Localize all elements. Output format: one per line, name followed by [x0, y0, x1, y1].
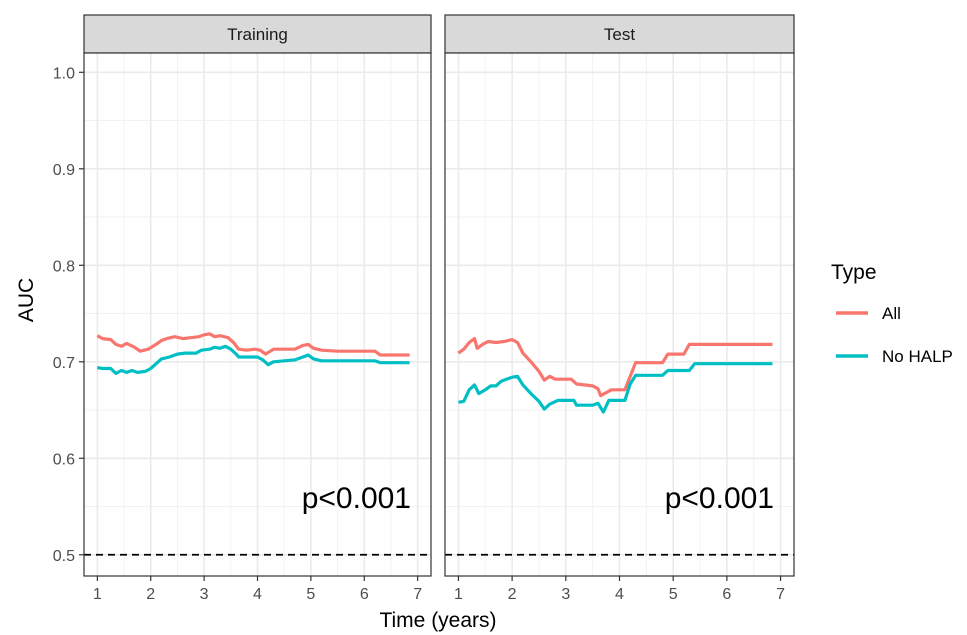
legend-label: No HALP	[882, 347, 953, 366]
series-line-all	[96, 332, 410, 357]
series-line-all	[457, 337, 773, 398]
legend-entry-no-halp: No HALP	[836, 347, 953, 366]
x-tick-label: 7	[413, 586, 422, 603]
facet-strip	[444, 14, 795, 54]
legend-label: All	[882, 304, 901, 323]
legend-entry-all: All	[836, 304, 901, 323]
x-tick-label: 7	[776, 586, 785, 603]
x-tick-label: 5	[306, 586, 315, 603]
y-tick-label: 0.9	[53, 162, 75, 179]
legend-entries: All No HALP	[836, 304, 953, 366]
y-tick-label: 0.7	[53, 355, 75, 372]
facet-panels: Training p<0.001 1 2 3 4 5 6 7 0.5 0.6 0.7 0.8 0.9 1.0…	[53, 14, 795, 603]
x-tick-label: 3	[561, 586, 570, 603]
y-axis-title: AUC	[15, 278, 38, 322]
x-tick-label: 2	[146, 586, 155, 603]
x-tick-label: 4	[253, 586, 262, 603]
x-axis-title: Time (years)	[379, 609, 496, 632]
y-tick-label: 0.6	[53, 451, 75, 468]
x-tick-label: 3	[200, 586, 209, 603]
y-tick-label: 1.0	[53, 65, 75, 82]
y-tick-label: 0.5	[53, 548, 75, 565]
series-line-no-halp	[458, 362, 773, 414]
facet-strip-label: Test	[604, 25, 635, 44]
legend: Type All No HALP	[831, 261, 953, 366]
facet-strip	[83, 14, 432, 54]
x-tick-label: 5	[669, 586, 678, 603]
x-tick-label: 2	[508, 586, 517, 603]
x-tick-label: 6	[722, 586, 731, 603]
x-tick-label: 6	[360, 586, 369, 603]
legend-title: Type	[831, 261, 877, 284]
series-line-no-halp	[97, 344, 410, 375]
y-tick-label: 0.8	[53, 258, 75, 275]
p-value-annotation: p<0.001	[302, 482, 411, 515]
x-tick-label: 1	[93, 586, 102, 603]
panel-training: Training p<0.001 1 2 3 4 5 6 7 0.5 0.6 0.7 0.8 0.9 1.0	[53, 14, 432, 603]
x-tick-label: 1	[454, 586, 463, 603]
facet-strip-label: Training	[227, 25, 288, 44]
p-value-annotation: p<0.001	[665, 482, 774, 515]
panel-test: Test p<0.001 1 2 3 4 5 6 7	[444, 14, 795, 603]
x-tick-label: 4	[615, 586, 624, 603]
